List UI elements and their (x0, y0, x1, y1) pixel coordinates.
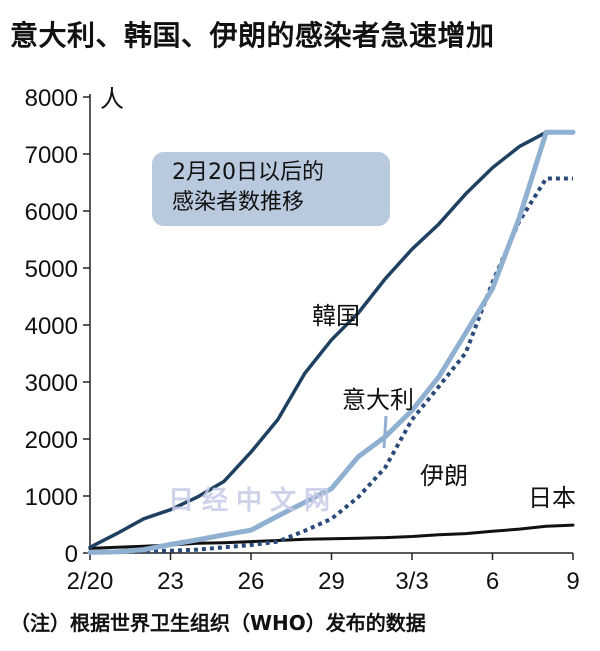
annotation-box: 2月20日以后的 感染者数推移 (152, 152, 390, 226)
y-unit-label: 人 (100, 85, 124, 113)
x-tick-label: 2/20 (67, 568, 114, 595)
y-tick-label: 3000 (25, 370, 78, 397)
annotation-line-2: 感染者数推移 (172, 190, 305, 215)
series-label-japan: 日本 (528, 484, 576, 512)
source-note: （注）根据世界卫生组织（WHO）发布的数据 (10, 611, 426, 635)
x-tick-label: 9 (566, 568, 579, 595)
x-tick-label: 29 (318, 568, 345, 595)
series-line-korea (88, 130, 575, 550)
annotation-line-1: 2月20日以后的 (172, 160, 324, 185)
y-tick-label: 0 (65, 541, 78, 568)
y-tick-label: 7000 (25, 142, 78, 169)
y-tick-label: 2000 (25, 427, 78, 454)
x-tick-label: 23 (157, 568, 184, 595)
y-tick-label: 8000 (25, 85, 78, 112)
series-label-iran: 伊朗 (420, 462, 468, 490)
italy-label-leader (382, 415, 388, 449)
x-tick-label: 6 (486, 568, 499, 595)
y-tick-label: 1000 (25, 484, 78, 511)
y-tick-label: 4000 (25, 313, 78, 340)
series-line-italy (87, 129, 576, 555)
x-tick-label: 3/3 (395, 568, 428, 595)
y-tick-label: 5000 (25, 256, 78, 283)
y-tick-label: 6000 (25, 199, 78, 226)
chart-title: 意大利、韩国、伊朗的感染者急速增加 (10, 19, 495, 52)
watermark: 日经中文网 (168, 486, 339, 516)
x-tick-label: 26 (238, 568, 265, 595)
series-label-korea: 韓国 (312, 302, 360, 330)
series-label-italy: 意大利 (342, 386, 414, 414)
